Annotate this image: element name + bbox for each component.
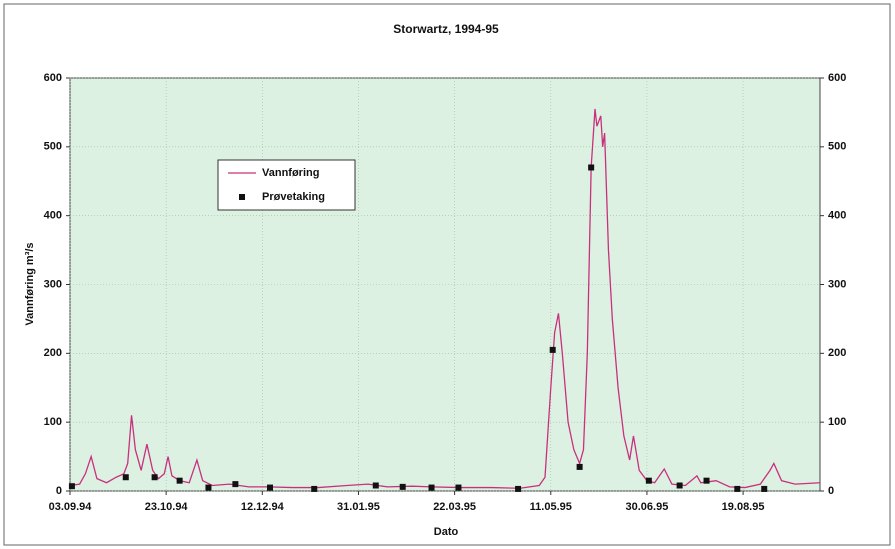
sample-point: [734, 485, 741, 492]
legend-label: Prøvetaking: [262, 191, 325, 203]
x-tick-label: 30.06.95: [626, 501, 669, 513]
sample-point: [515, 485, 522, 492]
y-tick-label: 300: [44, 278, 62, 290]
sample-point: [588, 164, 595, 171]
sample-point: [311, 485, 318, 492]
x-tick-label: 03.09.94: [49, 501, 93, 513]
legend-swatch: [239, 194, 245, 200]
x-tick-label: 23.10.94: [145, 501, 189, 513]
x-tick-label: 31.01.95: [337, 501, 380, 513]
y-axis-label: Vannføring m³/s: [24, 242, 36, 325]
sample-point: [428, 484, 435, 491]
y2-tick-label: 200: [828, 347, 846, 359]
y2-tick-label: 600: [828, 72, 846, 84]
y2-tick-label: 300: [828, 278, 846, 290]
y-tick-label: 0: [56, 485, 62, 497]
y-tick-label: 500: [44, 141, 62, 153]
legend-label: Vannføring: [262, 167, 319, 179]
y-tick-label: 600: [44, 72, 62, 84]
sample-point: [576, 463, 583, 470]
x-tick-label: 22.03.95: [433, 501, 476, 513]
x-axis-label: Dato: [434, 526, 459, 538]
y2-tick-label: 400: [828, 210, 846, 222]
x-tick-label: 19.08.95: [722, 501, 765, 513]
sample-point: [267, 484, 273, 491]
y-tick-label: 400: [44, 210, 62, 222]
y-tick-label: 100: [44, 416, 62, 428]
sample-point: [645, 477, 652, 484]
x-tick-label: 12.12.94: [241, 501, 285, 513]
sample-point: [232, 481, 239, 488]
sample-point: [205, 484, 212, 491]
sample-point: [703, 477, 710, 484]
sample-point: [176, 477, 183, 484]
y2-tick-label: 500: [828, 141, 846, 153]
sample-point: [122, 474, 129, 481]
x-tick-label: 11.05.95: [530, 501, 572, 513]
sample-point: [549, 346, 556, 353]
sample-point: [68, 483, 75, 490]
sample-point: [151, 474, 158, 481]
y2-tick-label: 100: [828, 416, 846, 428]
flow-line: [69, 108, 821, 489]
sample-point: [761, 485, 768, 492]
chart-title: Storwartz, 1994-95: [393, 22, 499, 36]
legend-box: [217, 159, 356, 211]
sample-point: [399, 483, 406, 490]
sample-point: [455, 484, 462, 491]
y2-tick-label: 0: [828, 485, 834, 497]
sample-point: [372, 482, 379, 489]
y-tick-label: 200: [44, 347, 62, 359]
sample-point: [676, 482, 683, 489]
